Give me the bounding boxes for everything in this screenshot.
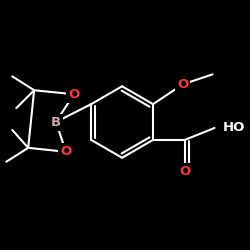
Text: O: O <box>177 78 188 91</box>
Text: B: B <box>51 116 61 128</box>
Text: O: O <box>68 88 80 101</box>
Text: HO: HO <box>222 122 245 134</box>
Text: O: O <box>60 145 72 158</box>
Text: O: O <box>179 165 190 178</box>
